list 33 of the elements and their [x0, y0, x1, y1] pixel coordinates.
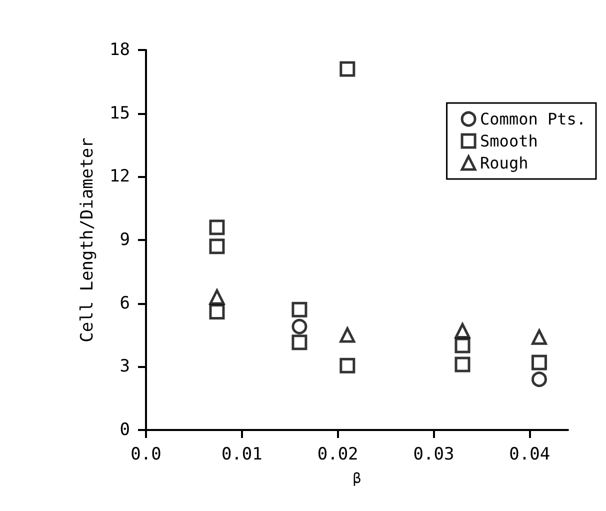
point	[292, 334, 308, 350]
x-tick-label: 0.0	[130, 444, 162, 464]
x-tick-label: 0.01	[221, 444, 262, 464]
point	[209, 238, 225, 254]
point	[340, 327, 356, 343]
legend-label: Smooth	[480, 132, 538, 150]
point	[454, 356, 470, 372]
point	[292, 318, 308, 334]
x-tick-label: 0.03	[413, 444, 454, 464]
x-axis-title: β	[352, 471, 362, 487]
y-tick-label: 6	[120, 293, 130, 314]
point	[454, 338, 470, 354]
point	[292, 302, 308, 318]
point	[209, 289, 225, 305]
point	[531, 372, 547, 388]
y-tick-label: 15	[110, 103, 130, 124]
x-tick-label: 0.04	[509, 444, 550, 464]
y-tick-label: 0	[120, 420, 130, 440]
y-tick-label: 9	[120, 230, 130, 250]
point	[340, 358, 356, 374]
point	[340, 61, 356, 77]
legend-label: Rough	[480, 154, 528, 172]
point	[209, 304, 225, 320]
legend-label: Common Pts.	[480, 110, 586, 128]
point	[531, 329, 547, 345]
point	[454, 323, 470, 339]
y-axis-title: Cell Length/Diameter	[78, 138, 98, 342]
y-tick-label: 18	[110, 40, 130, 60]
y-tick-label: 12	[110, 166, 130, 187]
point	[209, 220, 225, 236]
y-tick-label: 3	[120, 356, 130, 377]
x-tick-label: 0.02	[317, 444, 358, 464]
point	[531, 354, 547, 370]
